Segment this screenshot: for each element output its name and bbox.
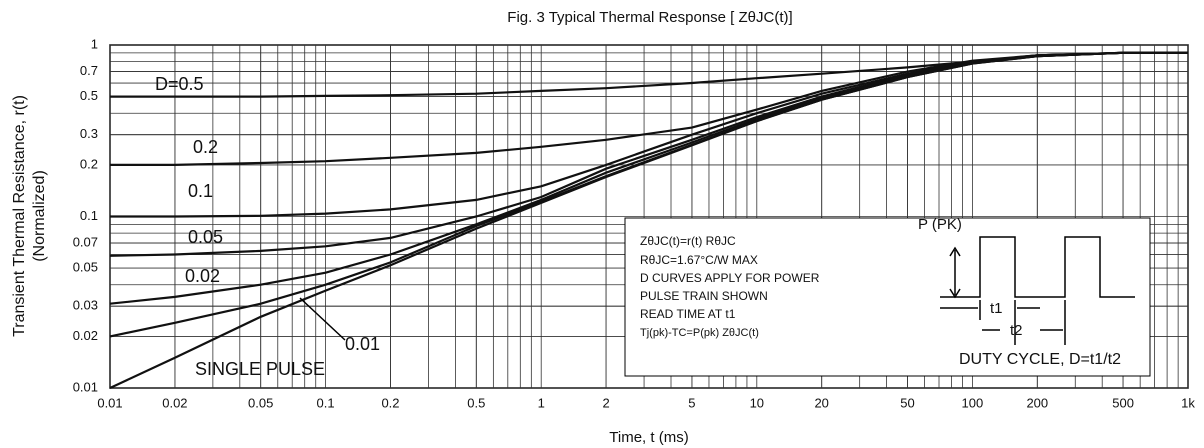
pulse-label: t1 xyxy=(990,300,1003,317)
note: ZθJC(t)=r(t) RθJC xyxy=(640,234,736,248)
x-tick-label: 1 xyxy=(538,395,545,410)
x-tick-label: 20 xyxy=(814,395,828,410)
x-axis-label: Time, t (ms) xyxy=(609,429,688,446)
x-tick-label: 0.1 xyxy=(317,395,335,410)
pulse-label: t2 xyxy=(1010,322,1023,339)
x-tick-label: 0.2 xyxy=(381,395,399,410)
y-tick-label: 0.01 xyxy=(73,379,98,394)
x-tick-label: 10 xyxy=(750,395,764,410)
curve xyxy=(109,51,1188,389)
curve-label: 0.2 xyxy=(193,137,218,157)
curve-label: 0.02 xyxy=(185,266,220,286)
x-tick-label: 1k xyxy=(1181,395,1195,410)
curve-label: 0.01 xyxy=(345,334,380,354)
y-tick-label: 0.3 xyxy=(80,126,98,141)
label-pointer xyxy=(299,297,346,341)
x-tick-label: 500 xyxy=(1112,395,1134,410)
y-tick-label: 0.7 xyxy=(80,63,98,78)
y-tick-label: 0.03 xyxy=(73,298,98,313)
note: D CURVES APPLY FOR POWER xyxy=(640,271,820,285)
x-tick-label: 5 xyxy=(688,395,695,410)
pulse-diagram xyxy=(299,236,1135,345)
x-tick-label: 0.02 xyxy=(162,395,187,410)
x-tick-label: 2 xyxy=(602,395,609,410)
arrow xyxy=(949,288,961,299)
arrow xyxy=(949,246,961,257)
x-tick-label: 0.5 xyxy=(467,395,485,410)
x-tick-label: 50 xyxy=(900,395,914,410)
curve-label: 0.1 xyxy=(188,181,213,201)
pulse-train xyxy=(940,236,1135,298)
pulse-label: P (PK) xyxy=(918,216,962,233)
curve-label: 0.05 xyxy=(188,227,223,247)
curve xyxy=(110,51,1188,166)
chart-title: Fig. 3 Typical Thermal Response [ ZθJC(t… xyxy=(507,9,792,26)
y-axis-label: (Normalized) xyxy=(31,170,48,262)
y-tick-label: 0.1 xyxy=(80,208,98,223)
y-tick-label: 0.5 xyxy=(80,88,98,103)
x-tick-label: 100 xyxy=(962,395,984,410)
note: RθJC=1.67°C/W MAX xyxy=(640,253,758,267)
y-tick-label: 0.07 xyxy=(73,235,98,250)
x-tick-label: 0.01 xyxy=(97,395,122,410)
pulse-label: DUTY CYCLE, D=t1/t2 xyxy=(959,351,1121,368)
y-tick-label: 0.02 xyxy=(73,328,98,343)
x-tick-label: 200 xyxy=(1026,395,1048,410)
curve-label: D=0.5 xyxy=(155,74,204,94)
note: Tj(pk)-TC=P(pk) ZθJC(t) xyxy=(640,327,759,339)
note: READ TIME AT t1 xyxy=(640,307,736,321)
note: PULSE TRAIN SHOWN xyxy=(640,289,768,303)
y-tick-label: 1 xyxy=(91,36,98,51)
curve-label: SINGLE PULSE xyxy=(195,359,325,379)
y-axis-label: Transient Thermal Resistance, r(t) xyxy=(11,95,28,337)
y-tick-label: 0.2 xyxy=(80,156,98,171)
x-tick-label: 0.05 xyxy=(248,395,273,410)
y-tick-label: 0.05 xyxy=(73,260,98,275)
curve xyxy=(110,51,1188,98)
